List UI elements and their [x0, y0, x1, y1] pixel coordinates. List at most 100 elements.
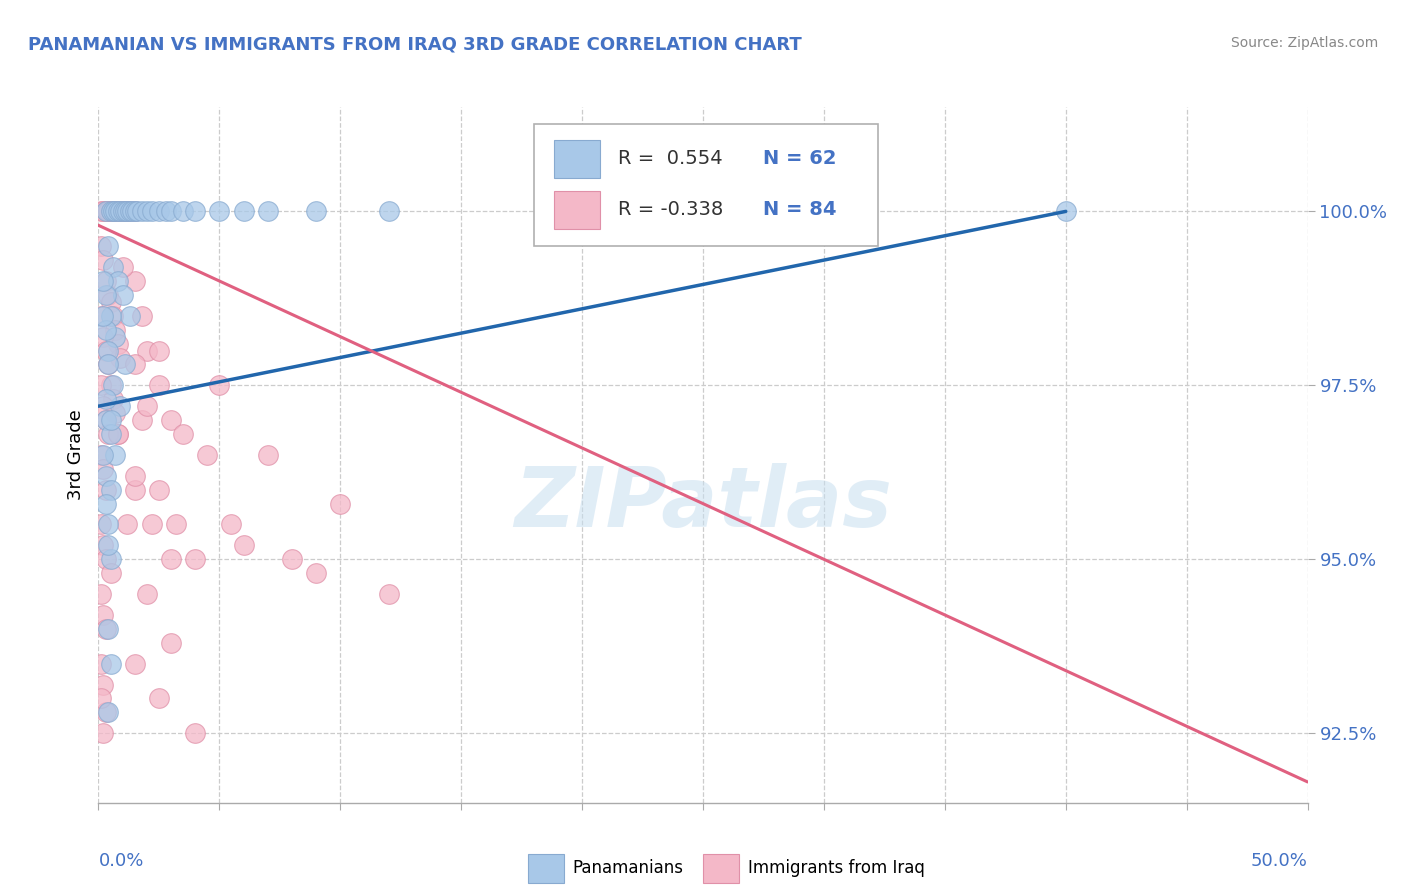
Point — [148, 343, 170, 358]
Point — [124, 358, 146, 372]
Point — [101, 378, 124, 392]
Text: R = -0.338: R = -0.338 — [619, 200, 724, 219]
Point — [305, 566, 328, 581]
Point — [104, 448, 127, 462]
Point — [329, 497, 352, 511]
FancyBboxPatch shape — [534, 124, 879, 246]
Point — [90, 309, 112, 323]
Point — [135, 343, 157, 358]
Point — [94, 552, 117, 566]
Point — [124, 657, 146, 671]
Point — [111, 204, 134, 219]
Point — [124, 204, 146, 219]
Point — [195, 448, 218, 462]
Point — [101, 309, 124, 323]
Point — [118, 204, 141, 219]
Point — [90, 691, 112, 706]
Point — [94, 392, 117, 407]
Point — [107, 427, 129, 442]
Point — [104, 406, 127, 420]
Point — [107, 204, 129, 219]
Point — [135, 399, 157, 413]
Point — [94, 323, 117, 337]
Point — [107, 427, 129, 442]
Point — [90, 204, 112, 219]
Point — [94, 468, 117, 483]
Point — [256, 448, 278, 462]
Point — [101, 260, 124, 274]
Point — [94, 483, 117, 497]
Point — [97, 706, 120, 720]
Point — [141, 517, 163, 532]
Point — [124, 483, 146, 497]
Point — [97, 239, 120, 253]
Point — [91, 253, 114, 268]
Point — [111, 288, 134, 302]
Point — [91, 607, 114, 622]
Point — [124, 274, 146, 288]
Point — [184, 204, 207, 219]
Point — [104, 329, 127, 343]
Text: N = 84: N = 84 — [763, 200, 837, 219]
Point — [94, 274, 117, 288]
Point — [813, 204, 835, 219]
Point — [124, 468, 146, 483]
Bar — [703, 854, 740, 883]
Point — [97, 538, 120, 552]
Point — [94, 204, 117, 219]
Point — [148, 378, 170, 392]
Text: Panamanians: Panamanians — [572, 858, 683, 877]
Point — [131, 413, 153, 427]
Point — [97, 517, 120, 532]
Point — [100, 483, 122, 497]
Point — [100, 657, 122, 671]
Point — [107, 204, 129, 219]
Text: N = 62: N = 62 — [763, 149, 837, 168]
Point — [1054, 204, 1077, 219]
Point — [160, 552, 183, 566]
Point — [90, 378, 112, 392]
Point — [127, 204, 149, 219]
Point — [160, 204, 183, 219]
Point — [172, 427, 194, 442]
Point — [184, 552, 207, 566]
Point — [100, 204, 122, 219]
Bar — [554, 191, 600, 229]
Text: ZIPatlas: ZIPatlas — [515, 463, 891, 544]
Point — [117, 204, 139, 219]
Point — [101, 392, 124, 407]
Point — [111, 204, 134, 219]
Point — [100, 413, 122, 427]
Point — [160, 413, 183, 427]
Point — [155, 204, 177, 219]
Point — [90, 587, 112, 601]
Point — [208, 378, 231, 392]
Point — [114, 204, 136, 219]
Point — [101, 204, 124, 219]
Point — [208, 204, 231, 219]
Point — [118, 204, 141, 219]
Point — [104, 323, 127, 337]
Point — [165, 517, 187, 532]
Point — [221, 517, 243, 532]
Point — [172, 204, 194, 219]
Point — [108, 204, 131, 219]
Point — [148, 204, 170, 219]
Point — [104, 204, 127, 219]
Text: 50.0%: 50.0% — [1251, 852, 1308, 870]
Point — [131, 309, 153, 323]
Point — [117, 517, 139, 532]
Point — [100, 294, 122, 309]
Point — [619, 204, 641, 219]
Point — [94, 343, 117, 358]
Text: Immigrants from Iraq: Immigrants from Iraq — [748, 858, 925, 877]
Point — [91, 726, 114, 740]
Point — [131, 204, 153, 219]
Point — [118, 309, 141, 323]
Point — [94, 413, 117, 427]
Point — [281, 552, 304, 566]
Point — [121, 204, 143, 219]
Point — [117, 204, 139, 219]
Point — [91, 399, 114, 413]
Point — [124, 204, 146, 219]
